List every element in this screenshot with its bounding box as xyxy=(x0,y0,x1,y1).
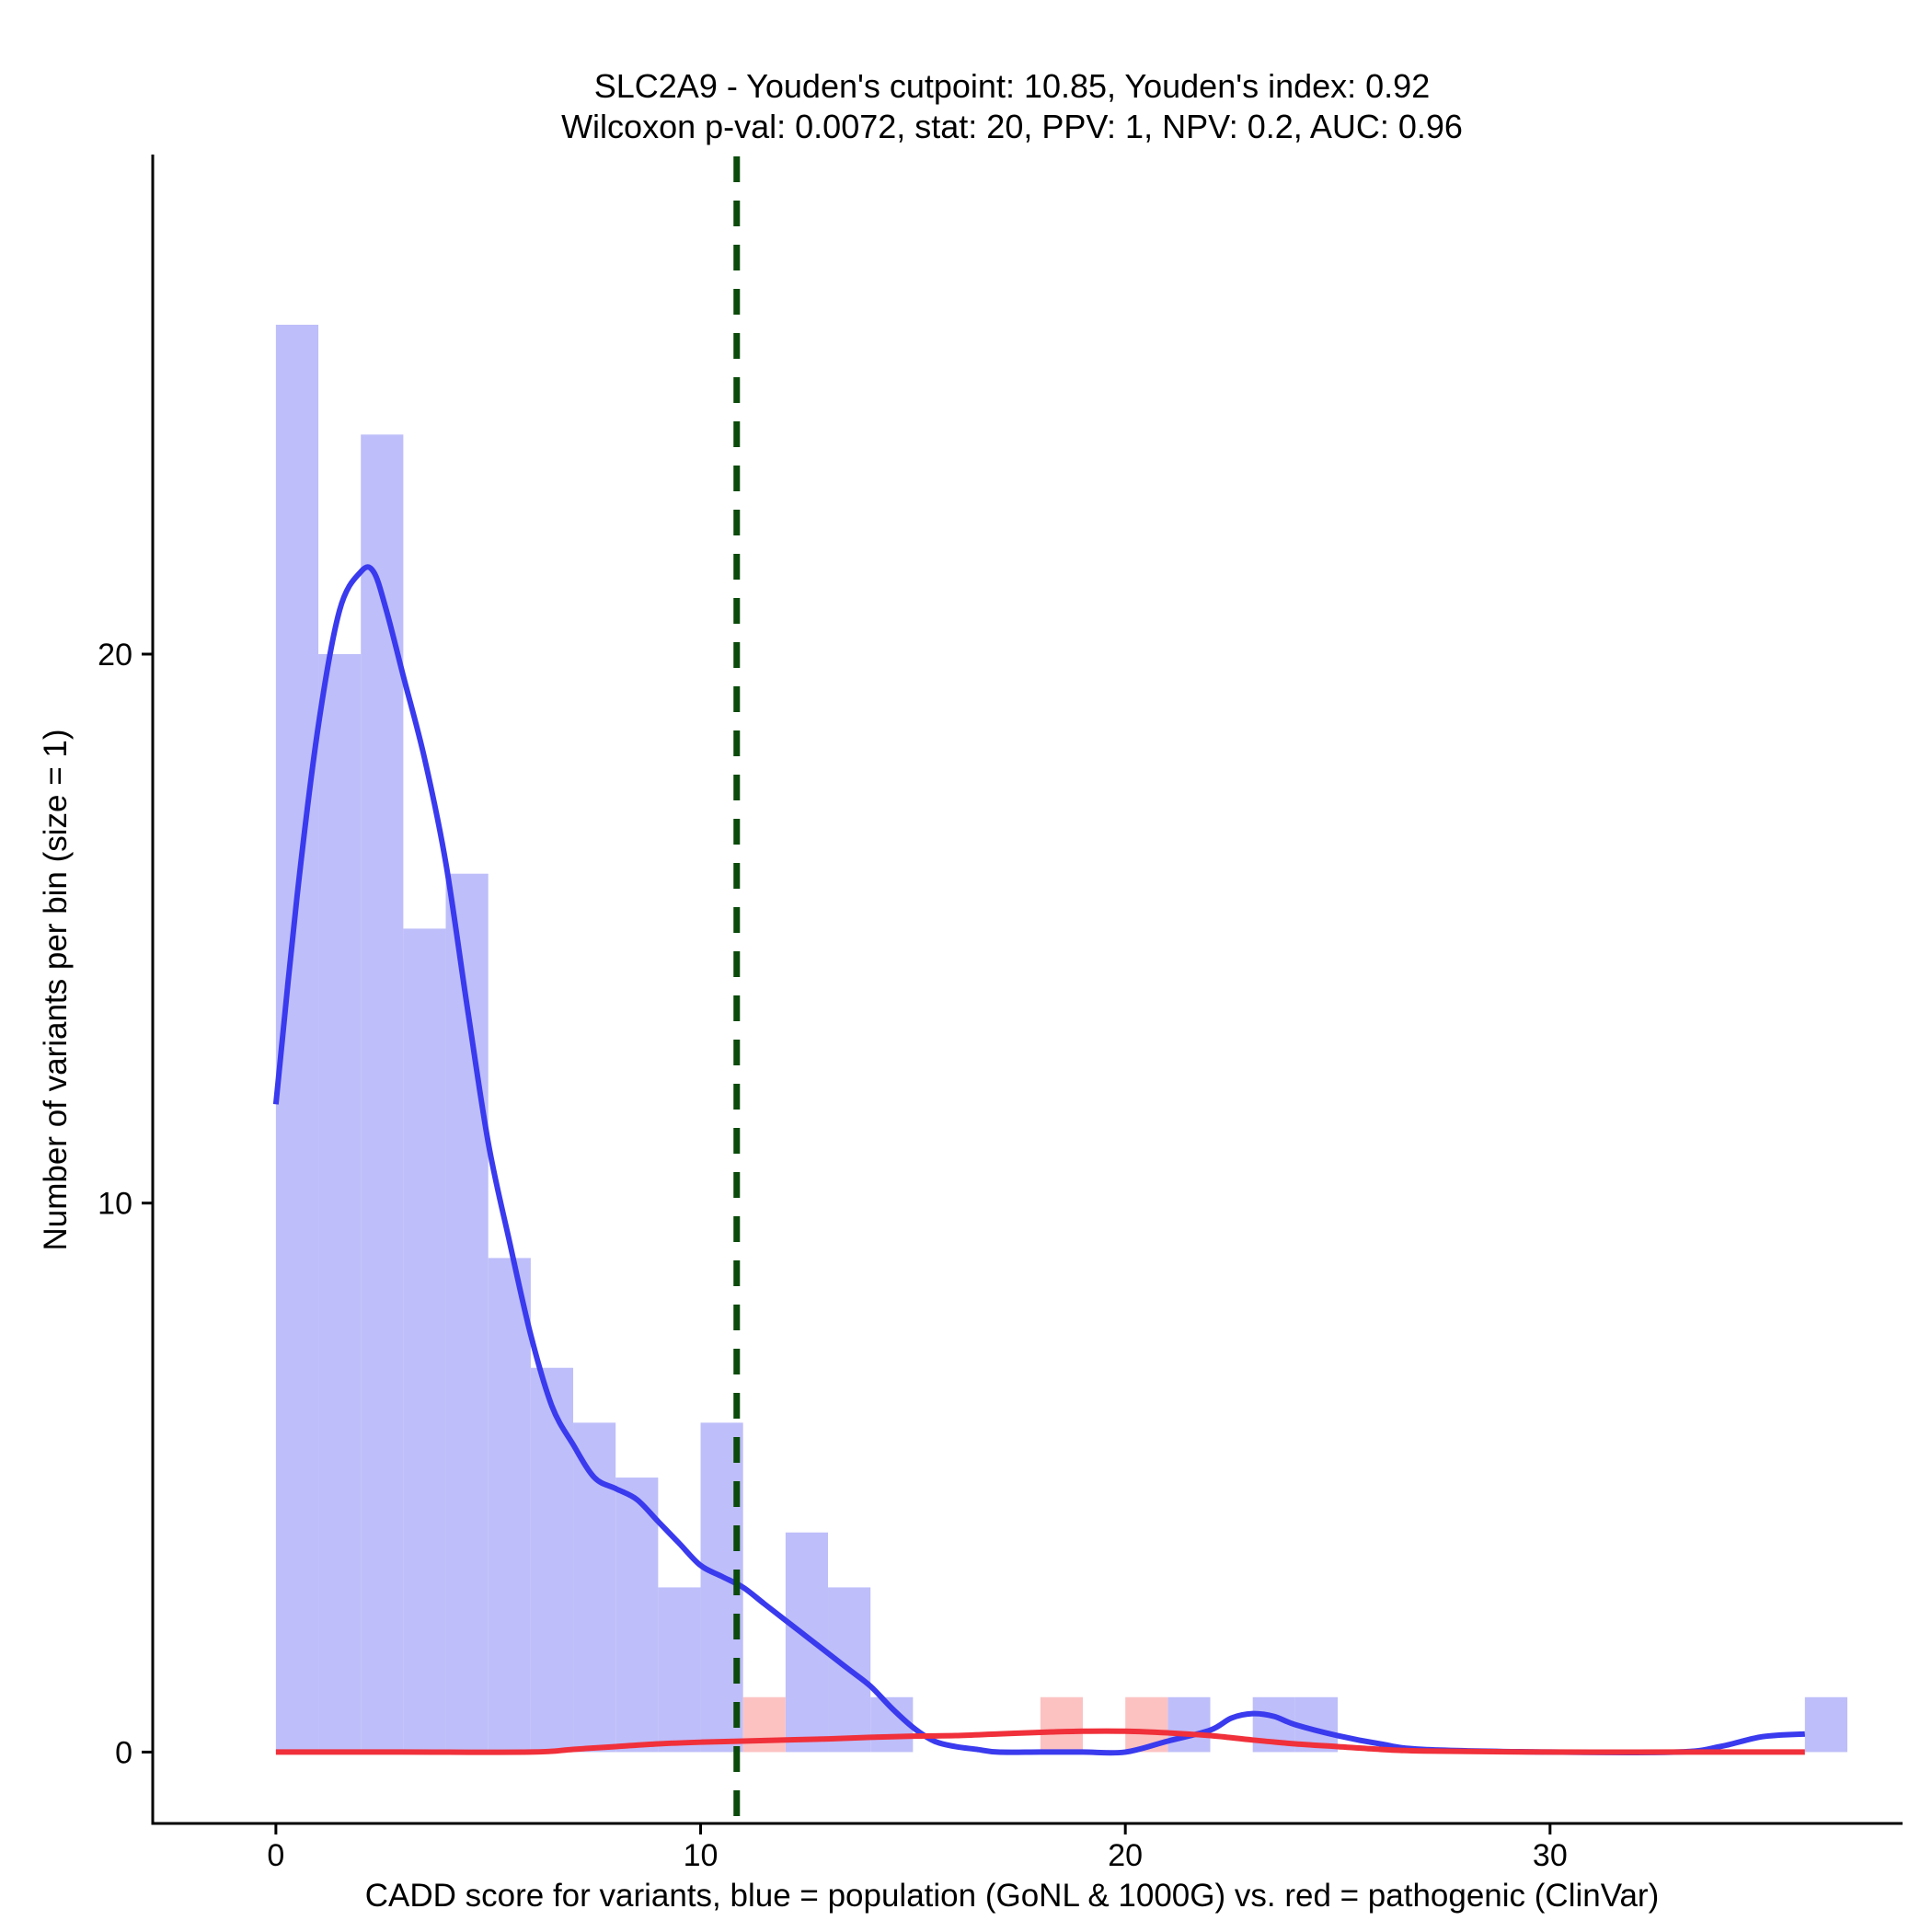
pathogenic-bar-18-19 xyxy=(1040,1696,1084,1753)
population-bar-3-4 xyxy=(403,928,446,1753)
population-density-line xyxy=(272,564,1806,1756)
population-bar-5-6 xyxy=(488,1258,531,1753)
y-tick-label-20: 20 xyxy=(98,638,132,673)
pathogenic-density-line xyxy=(275,1728,1805,1755)
y-axis-label: Number of variants per bin (size = 1) xyxy=(38,729,74,1250)
x-tick-label-0: 0 xyxy=(267,1838,284,1873)
population-bar-1-2 xyxy=(318,654,362,1753)
x-tick-label-10: 10 xyxy=(684,1838,719,1873)
x-tick-label-30: 30 xyxy=(1533,1838,1568,1873)
axis-ticks: 0 10 20 30 0 10 20 xyxy=(98,638,1568,1873)
plot-area xyxy=(272,156,1847,1823)
population-bar-12-13 xyxy=(785,1532,829,1753)
population-bar-2-3 xyxy=(361,434,404,1753)
y-tick-label-10: 10 xyxy=(98,1187,132,1222)
population-bar-21-22 xyxy=(1167,1696,1211,1753)
chart-title: SLC2A9 - Youden's cutpoint: 10.85, Youde… xyxy=(594,67,1430,105)
population-bar-9-10 xyxy=(658,1587,701,1753)
population-bar-7-8 xyxy=(573,1422,616,1753)
x-axis-label: CADD score for variants, blue = populati… xyxy=(365,1878,1660,1914)
pathogenic-bar-11-12 xyxy=(742,1696,786,1753)
y-tick-label-0: 0 xyxy=(115,1735,132,1770)
chart-subtitle: Wilcoxon p-val: 0.0072, stat: 20, PPV: 1… xyxy=(561,108,1463,145)
x-tick-label-20: 20 xyxy=(1108,1838,1143,1873)
population-bar-8-9 xyxy=(615,1478,659,1753)
population-bar-6-7 xyxy=(530,1367,574,1753)
population-bar-36-37 xyxy=(1804,1696,1847,1753)
